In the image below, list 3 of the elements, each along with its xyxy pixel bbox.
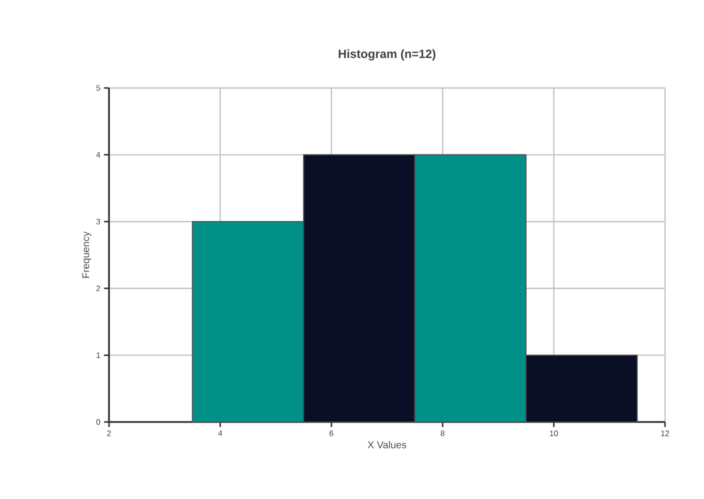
chart-title: Histogram (n=12) [338,49,436,60]
x-axis-title: X Values [368,441,406,448]
y-axis-title: Frequency [82,231,92,278]
